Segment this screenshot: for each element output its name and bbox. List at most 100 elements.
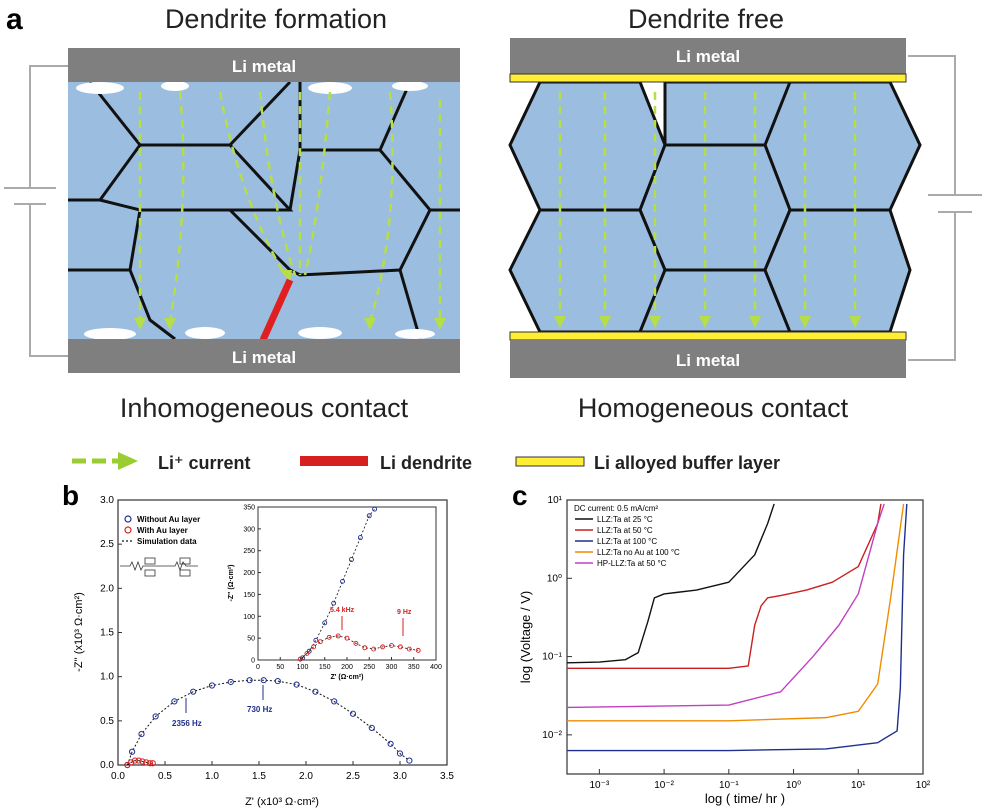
main-point [149, 760, 156, 767]
main-point [368, 724, 375, 732]
annot-730: 730 Hz [247, 705, 272, 714]
inset-x-tick-label: 400 [430, 664, 442, 671]
inset-y-tick-label: 300 [243, 526, 255, 533]
panel-a-legend: Li⁺ current Li dendrite Li alloyed buffe… [72, 452, 780, 473]
inset-point [340, 578, 345, 584]
right-bottom-electrode [510, 340, 906, 378]
inset-y-ticks: 0 50 100 150 200 250 300 350 [243, 505, 261, 665]
panel-c-legend: LLZ:Ta at 25 °C LLZ:Ta at 50 °C LLZ:Ta at … [575, 515, 680, 568]
left-top-electrode [68, 48, 460, 82]
legend-current-arrowhead [118, 452, 138, 470]
inset-point [389, 643, 394, 649]
inset-point [357, 535, 363, 541]
panel-b-legend: Without Au layer With Au layer Simulatio… [120, 515, 200, 577]
panel-c: c 10⁻³ 10⁻² 10⁻¹ 10⁰ 10¹ 10² 10⁻² 10⁻¹ 10⁰ 10¹ l… [512, 480, 931, 806]
inset-x-label: Z' (Ω·cm²) [331, 674, 364, 681]
main-point [274, 677, 281, 685]
c-x-tick-label: 10⁻² [654, 780, 674, 791]
dendrite [259, 278, 294, 342]
legend-buffer-label: Li alloyed buffer layer [594, 453, 780, 473]
c-series-line [567, 503, 908, 752]
inset-x-tick-label: 350 [408, 664, 420, 671]
main-y-tick-label: 3.0 [100, 495, 114, 506]
inset-point [297, 656, 303, 662]
main-point [208, 682, 216, 689]
right-top-buffer [509, 73, 907, 83]
right-top-electrode [510, 38, 906, 74]
main-x-tick-label: 1.0 [205, 771, 219, 782]
main-point [331, 698, 338, 705]
right-bottom-electrode-label: Li metal [676, 351, 740, 370]
inset-fit-line [300, 635, 419, 660]
main-point [396, 750, 404, 757]
inset-y-tick-label: 350 [243, 505, 255, 512]
main-point [246, 677, 253, 684]
inset-y-tick-label: 50 [247, 636, 255, 643]
main-point [406, 757, 413, 764]
legend-dendrite-swatch [300, 456, 368, 466]
inset-x-tick-label: 200 [341, 664, 353, 671]
legend-dendrite-label: Li dendrite [380, 453, 472, 473]
left-bottom-electrode [68, 339, 460, 373]
main-x-ticks: 0.0 0.5 1.0 1.5 2.0 2.5 3.0 3.5 [111, 761, 454, 782]
c-x-tick-label: 10⁻³ [589, 780, 609, 791]
legend-without-au: Without Au layer [137, 515, 200, 524]
inset-point [322, 620, 328, 626]
main-fit-line [127, 760, 153, 766]
c-x-tick-label: 10⁰ [786, 780, 801, 791]
main-x-tick-label: 3.5 [440, 771, 454, 782]
inset-x-tick-label: 100 [297, 664, 309, 671]
panel-c-x-label: log ( time/ hr ) [705, 791, 785, 806]
inset-point [366, 513, 372, 519]
panel-c-y-label: log (Voltage / V) [518, 591, 533, 684]
inset-y-tick-label: 100 [243, 614, 255, 621]
main-x-tick-label: 0.5 [158, 771, 172, 782]
main-x-tick-label: 0.0 [111, 771, 125, 782]
c-legend-label: LLZ:Ta at 50 °C [597, 526, 653, 535]
main-x-tick-label: 1.5 [252, 771, 266, 782]
c-legend-label: LLZ:Ta no Au at 100 °C [597, 548, 680, 557]
inset-point [313, 637, 319, 643]
c-y-tick-label: 10⁰ [547, 573, 562, 584]
inset-point [304, 650, 310, 656]
legend-with-au: With Au layer [137, 526, 188, 535]
left-bottom-electrode-label: Li metal [232, 348, 296, 367]
panel-c-x-ticks: 10⁻³ 10⁻² 10⁻¹ 10⁰ 10¹ 10² [589, 769, 931, 791]
main-point [135, 757, 142, 764]
c-x-tick-label: 10⁻¹ [719, 780, 739, 791]
left-caption: Inhomogeneous contact [120, 393, 409, 423]
right-grains [508, 80, 922, 334]
right-current-arrows [558, 92, 857, 318]
inset-point [317, 639, 323, 645]
c-legend-label: LLZ:Ta at 100 °C [597, 537, 657, 546]
annot-9hz: 9 Hz [397, 609, 412, 616]
right-circuit [908, 55, 982, 361]
inset-point [406, 646, 412, 652]
inset-point [415, 647, 421, 653]
legend-with-au-marker [124, 526, 132, 534]
main-x-tick-label: 2.0 [299, 771, 313, 782]
right-bottom-buffer [509, 331, 907, 341]
c-y-tick-label: 10⁻¹ [542, 652, 562, 663]
inset-y-label: -Z'' (Ω·cm²) [228, 565, 235, 602]
left-grain-boundaries [68, 80, 460, 341]
inset-x-tick-label: 250 [363, 664, 375, 671]
inset-point [372, 506, 378, 512]
inset-x-tick-label: 50 [276, 664, 284, 671]
left-arrowheads [134, 270, 446, 330]
inset-point [397, 644, 403, 650]
inset-frame [257, 506, 437, 661]
main-y-tick-label: 0.0 [100, 760, 114, 771]
right-caption: Homogeneous contact [578, 393, 849, 423]
c-series-line [567, 503, 882, 670]
inset-point [326, 634, 332, 640]
c-series-line [567, 503, 905, 722]
inset-x-tick-label: 150 [319, 664, 331, 671]
right-top-electrode-label: Li metal [676, 47, 740, 66]
legend-buffer-swatch [515, 456, 585, 467]
left-voids [76, 81, 435, 340]
main-point [152, 713, 159, 720]
right-title: Dendrite free [628, 4, 784, 34]
inset-x-tick-label: 300 [386, 664, 398, 671]
